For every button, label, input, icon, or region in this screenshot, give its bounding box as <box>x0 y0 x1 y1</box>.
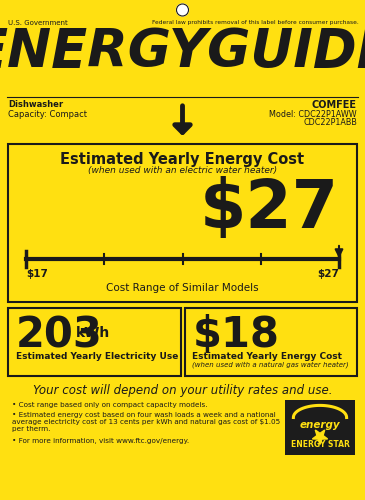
Text: • Cost range based only on compact capacity models.: • Cost range based only on compact capac… <box>12 402 207 408</box>
Text: ENERGY STAR: ENERGY STAR <box>291 440 349 449</box>
Text: Dishwasher: Dishwasher <box>8 100 63 109</box>
FancyBboxPatch shape <box>184 308 357 376</box>
Circle shape <box>177 4 188 16</box>
FancyBboxPatch shape <box>8 144 357 302</box>
Text: energy: energy <box>300 420 340 430</box>
Text: (when used with a natural gas water heater): (when used with a natural gas water heat… <box>192 361 349 368</box>
Text: Cost Range of Similar Models: Cost Range of Similar Models <box>106 283 259 293</box>
Text: Model: CDC22P1AWW: Model: CDC22P1AWW <box>269 110 357 119</box>
Text: kWh: kWh <box>76 326 110 340</box>
Text: (when used with an electric water heater): (when used with an electric water heater… <box>88 166 277 175</box>
Text: U.S. Government: U.S. Government <box>8 20 68 26</box>
Text: Estimated Yearly Energy Cost: Estimated Yearly Energy Cost <box>61 152 304 167</box>
Text: Estimated Yearly Electricity Use: Estimated Yearly Electricity Use <box>16 352 178 361</box>
FancyBboxPatch shape <box>285 400 355 455</box>
Text: $17: $17 <box>26 269 48 279</box>
Text: Federal law prohibits removal of this label before consumer purchase.: Federal law prohibits removal of this la… <box>152 20 359 25</box>
Text: ENERGYGUIDE: ENERGYGUIDE <box>0 26 365 78</box>
Text: COMFEE: COMFEE <box>312 100 357 110</box>
FancyBboxPatch shape <box>8 308 181 376</box>
Text: 203: 203 <box>16 314 103 356</box>
Text: Your cost will depend on your utility rates and use.: Your cost will depend on your utility ra… <box>33 384 332 397</box>
Text: CDC22P1ABB: CDC22P1ABB <box>303 118 357 127</box>
Text: Estimated Yearly Energy Cost: Estimated Yearly Energy Cost <box>192 352 342 361</box>
Text: • For more information, visit www.ftc.gov/energy.: • For more information, visit www.ftc.go… <box>12 438 189 444</box>
Text: • Estimated energy cost based on four wash loads a week and a national
average e: • Estimated energy cost based on four wa… <box>12 412 280 432</box>
Polygon shape <box>312 430 328 444</box>
Text: Capacity: Compact: Capacity: Compact <box>8 110 87 119</box>
Text: $27: $27 <box>200 176 339 242</box>
Text: $27: $27 <box>317 269 339 279</box>
Text: $18: $18 <box>192 314 280 356</box>
